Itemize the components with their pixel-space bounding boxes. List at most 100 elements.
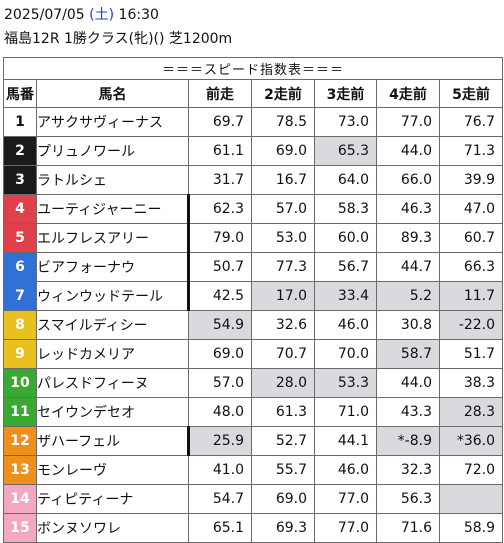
speed-index-cell: 72.0 — [439, 455, 503, 485]
weekday-label: 土 — [94, 7, 109, 23]
column-header-row: 馬番 馬名 前走 2走前 3走前 4走前 5走前 — [3, 79, 503, 108]
table-row: 6 ビアフォーナウ 50.7 77.3 56.7 44.7 66.3 — [3, 252, 503, 282]
speed-index-cell: 55.7 — [251, 455, 315, 485]
speed-index-cell: 69.7 — [188, 107, 252, 137]
speed-index-cell: 69.0 — [251, 136, 315, 166]
horse-name-cell: ティピティーナ — [36, 484, 189, 514]
column-header-last-race: 前走 — [188, 79, 252, 108]
column-header-5-races-ago: 5走前 — [439, 79, 503, 108]
horse-number-cell: 6 — [3, 252, 37, 282]
speed-index-cell: 41.0 — [188, 455, 252, 485]
speed-index-cell: 78.5 — [251, 107, 315, 137]
horse-name-cell: セイウンデセオ — [36, 397, 189, 427]
speed-index-cell: 28.0 — [251, 368, 315, 398]
speed-index-cell: *-8.9 — [376, 426, 440, 456]
table-row: 11 セイウンデセオ 48.0 61.3 71.0 43.3 28.3 — [3, 397, 503, 427]
speed-index-cell: 16.7 — [251, 165, 315, 195]
speed-index-cell: 39.9 — [439, 165, 503, 195]
table-row: 7 ウィンウッドテール 42.5 17.0 33.4 5.2 11.7 — [3, 281, 503, 311]
speed-index-cell: 66.3 — [439, 252, 503, 282]
horse-name-cell: エルフレスアリー — [36, 223, 190, 253]
speed-index-cell: 38.3 — [439, 368, 503, 398]
speed-index-cell: 53.3 — [314, 368, 377, 398]
horse-number-cell: 15 — [3, 513, 37, 543]
speed-index-cell: 77.0 — [314, 484, 377, 514]
horse-name-cell: ボンヌソワレ — [36, 513, 189, 543]
speed-index-cell: 70.7 — [251, 339, 315, 369]
speed-index-cell: 65.1 — [188, 513, 252, 543]
table-row: 5 エルフレスアリー 79.0 53.0 60.0 89.3 60.7 — [3, 223, 503, 253]
table-row: 10 パレスドフィーヌ 57.0 28.0 53.3 44.0 38.3 — [3, 368, 503, 398]
speed-index-cell: 44.0 — [376, 368, 440, 398]
speed-index-cell: -22.0 — [439, 310, 503, 340]
race-datetime: 2025/07/05 (土) 16:30 — [4, 6, 159, 24]
weekday-open: ( — [89, 7, 95, 23]
speed-index-cell: 61.3 — [251, 397, 315, 427]
horse-name-cell: ラトルシェ — [36, 165, 189, 195]
table-row: 9 レッドカメリア 69.0 70.7 70.0 58.7 51.7 — [3, 339, 503, 369]
horse-number-cell: 11 — [3, 397, 37, 427]
speed-index-cell: 56.7 — [314, 252, 377, 282]
horse-number-cell: 12 — [3, 426, 37, 456]
horse-name-cell: ビアフォーナウ — [36, 252, 190, 282]
column-header-horse-name: 馬名 — [36, 79, 189, 108]
speed-index-cell: 48.0 — [188, 397, 252, 427]
table-row: 13 モンレーヴ 41.0 55.7 46.0 32.3 72.0 — [3, 455, 503, 485]
speed-index-cell: 69.3 — [251, 513, 315, 543]
column-header-2-races-ago: 2走前 — [251, 79, 315, 108]
speed-index-cell: 79.0 — [188, 223, 252, 253]
horse-number-cell: 3 — [3, 165, 37, 195]
horse-number-cell: 7 — [3, 281, 37, 311]
speed-index-cell: 62.3 — [188, 194, 252, 224]
speed-index-cell: 31.7 — [188, 165, 252, 195]
horse-number-cell: 8 — [3, 310, 37, 340]
race-time: 16:30 — [118, 7, 159, 23]
horse-name-cell: アサクサヴィーナス — [36, 107, 189, 137]
speed-index-cell: 46.3 — [376, 194, 440, 224]
horse-number-cell: 14 — [3, 484, 37, 514]
speed-index-cell: 25.9 — [188, 426, 252, 456]
speed-index-cell: 71.0 — [314, 397, 377, 427]
speed-index-cell: 58.9 — [439, 513, 503, 543]
horse-number-cell: 2 — [3, 136, 37, 166]
horse-name-cell: プリュノワール — [36, 136, 189, 166]
speed-index-cell: 69.0 — [251, 484, 315, 514]
weekday-close: ) — [108, 7, 115, 23]
speed-index-cell: 58.3 — [314, 194, 377, 224]
speed-index-cell: 73.0 — [314, 107, 377, 137]
speed-index-cell: 44.0 — [376, 136, 440, 166]
race-date: 2025/07/05 — [4, 7, 85, 23]
table-row: 2 プリュノワール 61.1 69.0 65.3 44.0 71.3 — [3, 136, 503, 166]
speed-index-cell: 58.7 — [376, 339, 440, 369]
table-row: 1 アサクサヴィーナス 69.7 78.5 73.0 77.0 76.7 — [3, 107, 503, 137]
speed-index-cell: 30.8 — [376, 310, 440, 340]
race-info: 福島12R 1勝クラス(牝)() 芝1200m — [4, 31, 233, 47]
speed-index-cell: 70.0 — [314, 339, 377, 369]
horse-number-cell: 5 — [3, 223, 37, 253]
speed-index-cell: 57.0 — [188, 368, 252, 398]
speed-index-cell: 77.3 — [251, 252, 315, 282]
horse-name-cell: パレスドフィーヌ — [36, 368, 189, 398]
speed-index-cell: 11.7 — [439, 281, 503, 311]
speed-index-cell: 44.1 — [314, 426, 377, 456]
speed-index-cell: 50.7 — [188, 252, 252, 282]
speed-index-cell: 71.3 — [439, 136, 503, 166]
table-row: 3 ラトルシェ 31.7 16.7 64.0 66.0 39.9 — [3, 165, 503, 195]
speed-index-cell: 44.7 — [376, 252, 440, 282]
speed-index-cell: 69.0 — [188, 339, 252, 369]
speed-index-cell: 54.9 — [188, 310, 252, 340]
speed-index-cell: 71.6 — [376, 513, 440, 543]
speed-index-cell: 57.0 — [251, 194, 315, 224]
speed-index-cell: 33.4 — [314, 281, 377, 311]
speed-index-table: ＝＝＝スピード指数表＝＝＝ 馬番 馬名 前走 2走前 3走前 4走前 5走前 1… — [3, 57, 503, 543]
speed-index-cell: 89.3 — [376, 223, 440, 253]
horse-name-cell: モンレーヴ — [36, 455, 189, 485]
horse-name-cell: ウィンウッドテール — [36, 281, 190, 311]
table-row: 8 スマイルディシー 54.9 32.6 46.0 30.8 -22.0 — [3, 310, 503, 340]
speed-index-cell: 42.5 — [188, 281, 252, 311]
speed-index-cell: 52.7 — [251, 426, 315, 456]
speed-index-cell: 77.0 — [314, 513, 377, 543]
speed-index-cell: 32.6 — [251, 310, 315, 340]
speed-index-cell: 5.2 — [376, 281, 440, 311]
speed-index-cell: 46.0 — [314, 310, 377, 340]
